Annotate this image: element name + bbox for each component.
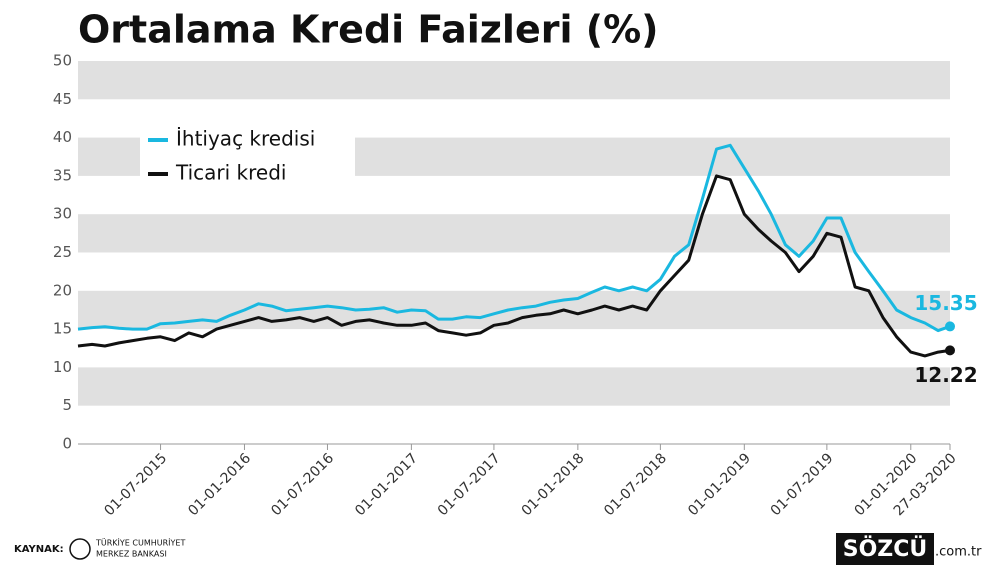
series-line xyxy=(77,174,951,358)
x-tick-label: 01-01-2019 xyxy=(685,450,754,519)
end-label: 15.35 xyxy=(914,291,977,315)
y-tick-label: 20 xyxy=(53,281,72,299)
chart-title: Ortalama Kredi Faizleri (%) xyxy=(78,8,659,52)
y-tick-label: 15 xyxy=(53,320,72,338)
brand: SÖZCÜ .com.tr xyxy=(836,533,982,565)
y-tick-label: 45 xyxy=(53,90,72,108)
x-tick-label: 01-07-2016 xyxy=(268,450,337,519)
x-tick-label: 01-07-2015 xyxy=(101,450,170,519)
grid-band xyxy=(78,61,950,100)
source-label: KAYNAK: xyxy=(14,544,64,555)
legend-box xyxy=(140,119,355,192)
source-name: MERKEZ BANKASI xyxy=(96,550,167,559)
y-tick-label: 25 xyxy=(53,243,72,261)
y-tick-label: 10 xyxy=(53,358,72,376)
source: KAYNAK: TÜRKİYE CUMHURİYET MERKEZ BANKAS… xyxy=(14,538,185,560)
y-tick-label: 40 xyxy=(53,128,72,146)
y-tick-label: 0 xyxy=(62,435,72,453)
brand-name: SÖZCÜ xyxy=(843,536,928,562)
legend-label: İhtiyaç kredisi xyxy=(176,127,315,151)
end-dot xyxy=(945,321,955,332)
grid-band xyxy=(78,367,950,406)
x-tick-label: 01-01-2018 xyxy=(519,450,588,519)
y-tick-label: 30 xyxy=(53,205,72,223)
end-label: 12.22 xyxy=(914,363,977,387)
x-tick-label: 01-01-2017 xyxy=(352,450,421,519)
x-tick-label: 01-07-2019 xyxy=(768,450,837,519)
brand-suffix: .com.tr xyxy=(935,545,982,560)
source-name: TÜRKİYE CUMHURİYET xyxy=(95,538,185,548)
x-tick-label: 01-07-2017 xyxy=(435,450,504,519)
source-logo xyxy=(69,538,91,560)
x-tick-label: 01-01-2016 xyxy=(185,450,254,519)
y-tick-label: 5 xyxy=(62,396,72,414)
y-tick-label: 50 xyxy=(53,52,72,70)
brand-box xyxy=(836,533,934,565)
legend: İhtiyaç kredisi Ticari kredi xyxy=(140,119,355,192)
grid-band xyxy=(78,214,950,253)
legend-label: Ticari kredi xyxy=(175,161,286,185)
y-tick-label: 35 xyxy=(53,166,72,184)
x-tick-label: 01-07-2018 xyxy=(601,450,670,519)
series-line xyxy=(77,143,951,333)
end-dot xyxy=(945,345,955,356)
